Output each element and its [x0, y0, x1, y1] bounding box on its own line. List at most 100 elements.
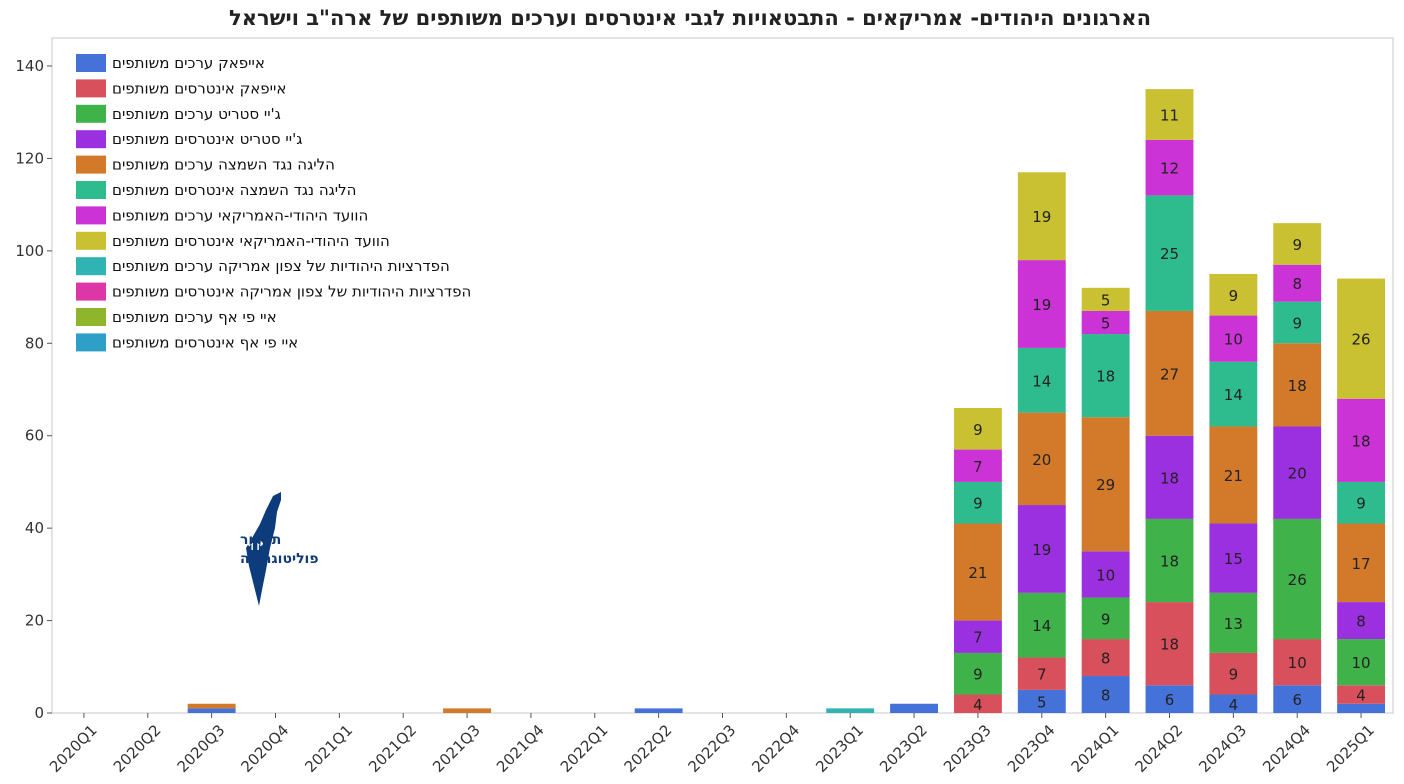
bar-segment: [1209, 652, 1258, 695]
legend-label: הוועד היהודי-האמריקאי ערכים משותפים: [112, 206, 368, 224]
bar-segment: [1273, 301, 1322, 344]
bar-segment: [634, 708, 683, 713]
bar-segment: [1273, 639, 1322, 686]
bar-segment: [443, 708, 492, 713]
bar-data-label: 8: [1292, 275, 1302, 293]
bar-segment: [1209, 361, 1258, 427]
bar-data-label: 18: [1160, 469, 1179, 487]
bar-segment: [1337, 398, 1386, 482]
y-tick-label: 0: [34, 704, 44, 722]
bar-segment: [1081, 334, 1130, 418]
bar-data-label: 19: [1032, 541, 1051, 559]
bar-data-label: 20: [1288, 465, 1307, 483]
bar-segment: [1145, 89, 1194, 140]
bar-segment: [1273, 343, 1322, 427]
x-tick-label: 2024Q2: [1132, 721, 1187, 776]
bar-data-label: 6: [1165, 691, 1175, 709]
bar-data-label: 15: [1224, 550, 1243, 568]
x-tick-label: 2024Q3: [1195, 721, 1250, 776]
bar-segment: [1081, 310, 1130, 335]
bar-segment: [1337, 278, 1386, 399]
x-tick-label: 2023Q4: [1004, 721, 1059, 776]
bar-segment: [1337, 639, 1386, 686]
legend-swatch: [76, 155, 106, 174]
bar-segment: [1081, 676, 1130, 713]
bar-segment: [1145, 685, 1194, 713]
bar-data-label: 9: [973, 495, 983, 513]
bar-data-label: 9: [1101, 610, 1111, 628]
x-tick-label: 2023Q1: [812, 721, 867, 776]
bar-data-label: 9: [1229, 666, 1239, 684]
bar-segment: [1017, 657, 1066, 690]
legend-label: איי פי אף ערכים משותפים: [112, 308, 277, 326]
bar-data-label: 7: [973, 629, 983, 647]
bar-data-label: 25: [1160, 245, 1179, 263]
bar-segment: [1145, 518, 1194, 603]
israel-map-icon: [246, 492, 281, 606]
bar-data-label: 7: [973, 458, 983, 476]
bar-data-label: 21: [1224, 467, 1243, 485]
x-tick-label: 2020Q2: [110, 721, 165, 776]
bar-segment: [1017, 412, 1066, 506]
bar-data-label: 11: [1160, 107, 1179, 125]
bar-segment: [953, 694, 1002, 713]
bar-data-label: 5: [1037, 693, 1047, 711]
bar-segment: [1209, 523, 1258, 593]
legend-label: הפדרציות היהודיות של צפון אמריקה ערכים מ…: [112, 257, 450, 275]
legend-swatch: [76, 308, 106, 326]
bar-data-label: 18: [1352, 432, 1371, 450]
legend-swatch: [76, 231, 106, 250]
bar-segment: [1017, 592, 1066, 658]
bar-data-label: 8: [1101, 650, 1111, 668]
bar-data-label: 14: [1032, 617, 1051, 635]
bar-segment: [953, 481, 1002, 524]
legend-label: ג'יי סטריט ערכים משותפים: [112, 105, 281, 123]
x-tick-label: 2022Q4: [748, 721, 803, 776]
x-tick-label: 2022Q1: [557, 721, 612, 776]
legend-swatch: [76, 104, 106, 123]
bar-segment: [1273, 426, 1322, 519]
bar-data-label: 18: [1288, 377, 1307, 395]
bar-data-label: 9: [1292, 314, 1302, 332]
bar-segment: [1081, 597, 1130, 640]
bar-data-label: 10: [1288, 654, 1307, 672]
bar-segment: [1145, 139, 1194, 196]
y-tick-label: 120: [15, 149, 44, 167]
logo-line-1: תמרור: [240, 532, 281, 548]
bar-segment: [1081, 551, 1130, 598]
bar-segment: [953, 523, 1002, 621]
bar-data-label: 21: [968, 564, 987, 582]
legend-label: הפדרציות היהודיות של צפון אמריקה אינטרסי…: [112, 283, 471, 301]
bar-segment: [1273, 264, 1322, 302]
bar-segment: [826, 708, 875, 713]
x-tick-label: 2020Q3: [174, 721, 229, 776]
bar-segment: [1273, 223, 1322, 265]
legend-swatch: [76, 257, 106, 276]
bar-data-label: 20: [1032, 451, 1051, 469]
bar-data-label: 10: [1352, 654, 1371, 672]
y-tick-label: 20: [25, 612, 44, 630]
bar-segment: [1017, 689, 1066, 713]
bar-data-label: 5: [1101, 314, 1111, 332]
y-tick-label: 60: [25, 427, 44, 445]
x-tick-label: 2024Q4: [1259, 721, 1314, 776]
bar-data-label: 9: [973, 421, 983, 439]
x-axis: 2020Q1 2020Q2 2020Q3 2020Q4 2021Q1 2021Q2 2021…: [46, 713, 1378, 776]
bar-segment: [1145, 602, 1194, 686]
legend-label: איי פי אף אינטרסים משותפים: [112, 333, 298, 351]
legend-label: הליגה נגד השמצה ערכים משותפים: [112, 156, 335, 174]
bar-data-label: 14: [1032, 372, 1051, 390]
bar-segment: [1017, 260, 1066, 348]
bar-segment: [1209, 315, 1258, 362]
bar-segment: [1081, 287, 1130, 311]
x-tick-label: 2024Q1: [1068, 721, 1123, 776]
bar-data-label: 18: [1160, 552, 1179, 570]
bar-data-label: 13: [1224, 615, 1243, 633]
logo-line-2: פוליטוגרפיה: [240, 551, 319, 567]
y-axis: 0 20 40 60 80 100 120 140: [15, 57, 52, 722]
y-tick-label: 40: [25, 519, 44, 537]
x-tick-label: 2020Q1: [46, 721, 101, 776]
legend-label: אייפאק ערכים משותפים: [112, 54, 265, 72]
